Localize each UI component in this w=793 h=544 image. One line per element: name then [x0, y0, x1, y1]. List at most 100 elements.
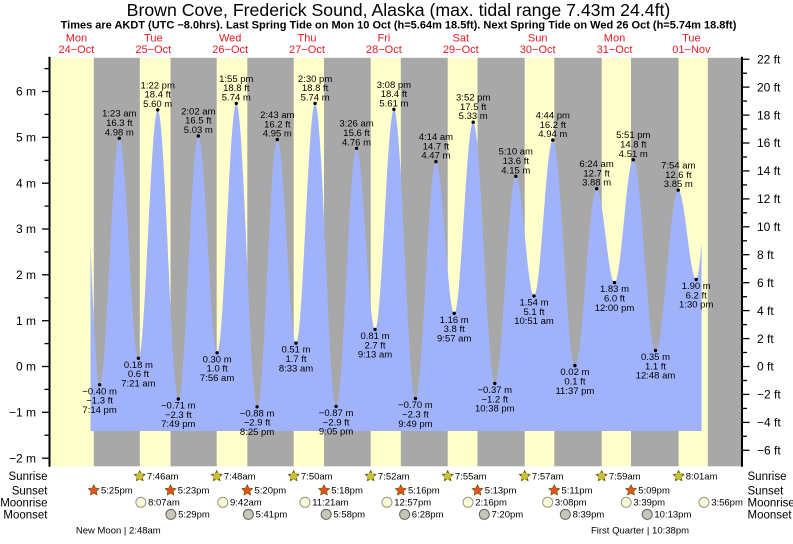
svg-text:5:11pm: 5:11pm — [562, 486, 593, 497]
svg-text:7:14 pm: 7:14 pm — [82, 405, 116, 416]
svg-text:5:13pm: 5:13pm — [485, 486, 517, 497]
svg-text:Sunrise: Sunrise — [9, 471, 48, 483]
svg-text:9:42am: 9:42am — [230, 498, 262, 509]
svg-text:Times are AKDT (UTC −8.0hrs).: Times are AKDT (UTC −8.0hrs). Last Sprin… — [61, 20, 737, 32]
svg-text:Mon: Mon — [604, 32, 625, 44]
svg-text:5:29pm: 5:29pm — [178, 510, 210, 521]
svg-text:Tue: Tue — [682, 32, 701, 44]
svg-text:0 ft: 0 ft — [757, 360, 774, 374]
svg-text:8:01am: 8:01am — [686, 472, 718, 483]
svg-text:7:21 am: 7:21 am — [121, 379, 155, 390]
svg-text:5 m: 5 m — [16, 131, 36, 145]
svg-text:8:33 am: 8:33 am — [279, 363, 313, 374]
svg-text:18 ft: 18 ft — [757, 108, 781, 122]
svg-text:0 m: 0 m — [16, 360, 36, 374]
svg-text:4.95 m: 4.95 m — [263, 129, 292, 140]
svg-text:4.47 m: 4.47 m — [421, 151, 450, 162]
svg-text:7:55am: 7:55am — [455, 472, 487, 483]
svg-text:9:13 am: 9:13 am — [358, 350, 392, 361]
svg-text:1:30 pm: 1:30 pm — [679, 300, 713, 311]
svg-text:5.33 m: 5.33 m — [459, 111, 488, 122]
svg-text:11:37 pm: 11:37 pm — [555, 386, 594, 397]
svg-text:10:13pm: 10:13pm — [654, 510, 691, 521]
svg-text:25−Oct: 25−Oct — [135, 44, 171, 56]
svg-text:8 ft: 8 ft — [757, 248, 774, 262]
svg-text:5:23pm: 5:23pm — [178, 486, 210, 497]
svg-text:4.98 m: 4.98 m — [105, 127, 134, 138]
svg-text:−1 m: −1 m — [9, 406, 36, 420]
svg-text:3:08pm: 3:08pm — [555, 498, 587, 509]
svg-text:12:48 am: 12:48 am — [636, 371, 676, 382]
svg-text:5:18pm: 5:18pm — [331, 486, 363, 497]
svg-text:New Moon | 2:48am: New Moon | 2:48am — [76, 525, 161, 536]
svg-text:7:49 pm: 7:49 pm — [161, 419, 195, 430]
svg-text:Moonrise: Moonrise — [748, 497, 793, 509]
svg-text:4 m: 4 m — [16, 176, 36, 190]
svg-text:1 m: 1 m — [16, 314, 36, 328]
svg-text:6 m: 6 m — [16, 85, 36, 99]
svg-text:6 ft: 6 ft — [757, 276, 774, 290]
svg-text:7:50am: 7:50am — [301, 472, 333, 483]
svg-text:16 ft: 16 ft — [757, 136, 781, 150]
svg-text:26−Oct: 26−Oct — [212, 44, 248, 56]
svg-text:5.61 m: 5.61 m — [379, 98, 408, 109]
svg-text:Moonset: Moonset — [3, 509, 48, 521]
svg-text:7:52am: 7:52am — [378, 472, 410, 483]
svg-text:7:20pm: 7:20pm — [492, 510, 524, 521]
svg-text:Brown Cove, Frederick Sound, A: Brown Cove, Frederick Sound, Alaska (max… — [127, 0, 671, 20]
svg-text:9:05 pm: 9:05 pm — [319, 427, 353, 438]
svg-text:8:25 pm: 8:25 pm — [240, 427, 274, 438]
svg-text:10:51 am: 10:51 am — [514, 316, 554, 327]
svg-text:5.74 m: 5.74 m — [301, 92, 330, 103]
svg-text:3.85 m: 3.85 m — [664, 179, 693, 190]
svg-text:14 ft: 14 ft — [757, 164, 781, 178]
svg-text:5:41pm: 5:41pm — [256, 510, 288, 521]
svg-text:5:16pm: 5:16pm — [408, 486, 440, 497]
svg-text:−2 ft: −2 ft — [757, 388, 781, 402]
svg-text:12:00 pm: 12:00 pm — [595, 303, 635, 314]
svg-text:4.94 m: 4.94 m — [538, 129, 567, 140]
svg-text:31−Oct: 31−Oct — [597, 44, 633, 56]
svg-text:Wed: Wed — [219, 32, 241, 44]
svg-text:3:39pm: 3:39pm — [633, 498, 665, 509]
svg-text:5.74 m: 5.74 m — [222, 92, 251, 103]
svg-text:3 m: 3 m — [16, 222, 36, 236]
svg-text:Thu: Thu — [298, 32, 317, 44]
svg-text:9:57 am: 9:57 am — [437, 334, 471, 345]
svg-text:−6 ft: −6 ft — [757, 444, 781, 458]
svg-text:6:28pm: 6:28pm — [412, 510, 444, 521]
svg-text:3:56pm: 3:56pm — [711, 498, 743, 509]
svg-text:10:38 pm: 10:38 pm — [475, 404, 515, 415]
svg-text:7:56 am: 7:56 am — [200, 373, 234, 384]
svg-text:2 ft: 2 ft — [757, 332, 774, 346]
svg-text:9:49 pm: 9:49 pm — [398, 419, 432, 430]
svg-text:4 ft: 4 ft — [757, 304, 774, 318]
svg-text:12 ft: 12 ft — [757, 192, 781, 206]
svg-text:27−Oct: 27−Oct — [289, 44, 325, 56]
svg-text:8:07am: 8:07am — [148, 498, 180, 509]
svg-text:Mon: Mon — [66, 32, 87, 44]
svg-text:−2 m: −2 m — [9, 451, 36, 465]
svg-text:29−Oct: 29−Oct — [443, 44, 479, 56]
svg-text:8:39pm: 8:39pm — [573, 510, 605, 521]
svg-text:Sunset: Sunset — [12, 485, 49, 497]
svg-text:12:57pm: 12:57pm — [394, 498, 431, 509]
svg-text:Sun: Sun — [528, 32, 548, 44]
svg-text:2 m: 2 m — [16, 268, 36, 282]
svg-text:3.88 m: 3.88 m — [582, 178, 611, 189]
svg-text:Sat: Sat — [453, 32, 470, 44]
svg-text:Fri: Fri — [377, 32, 390, 44]
svg-text:20 ft: 20 ft — [757, 80, 781, 94]
svg-text:Tue: Tue — [144, 32, 163, 44]
svg-text:2:16pm: 2:16pm — [475, 498, 507, 509]
svg-text:−4 ft: −4 ft — [757, 416, 781, 430]
svg-text:4.15 m: 4.15 m — [501, 165, 530, 176]
svg-text:7:57am: 7:57am — [532, 472, 564, 483]
svg-text:11:21am: 11:21am — [312, 498, 348, 509]
svg-text:Sunset: Sunset — [748, 485, 785, 497]
svg-text:24−Oct: 24−Oct — [59, 44, 95, 56]
svg-text:Sunrise: Sunrise — [748, 471, 787, 483]
svg-text:5:25pm: 5:25pm — [101, 486, 133, 497]
svg-text:First Quarter | 10:38pm: First Quarter | 10:38pm — [591, 525, 689, 536]
svg-text:10 ft: 10 ft — [757, 220, 781, 234]
